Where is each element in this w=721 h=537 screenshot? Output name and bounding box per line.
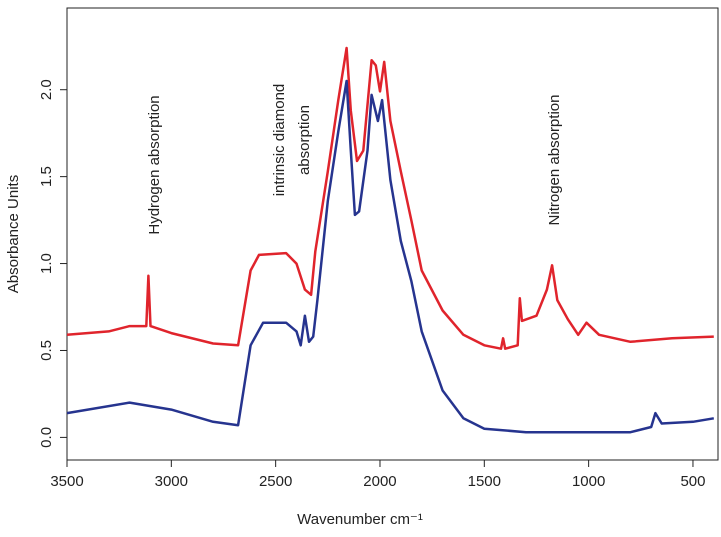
annotation: absorption bbox=[296, 105, 313, 175]
y-tick-label: 2.0 bbox=[38, 79, 55, 100]
y-axis-label: Absorbance Units bbox=[5, 175, 22, 293]
x-tick-label: 2500 bbox=[259, 473, 292, 490]
plot-frame bbox=[66, 7, 719, 461]
x-tick-label: 3000 bbox=[155, 473, 188, 490]
y-tick-label: 0.0 bbox=[38, 427, 55, 448]
x-tick-label: 1000 bbox=[572, 473, 605, 490]
x-tick-label: 2000 bbox=[363, 473, 396, 490]
spectrum-line bbox=[66, 46, 714, 350]
x-tick-label: 3500 bbox=[50, 473, 83, 490]
annotation: Nitrogen absorption bbox=[546, 95, 563, 226]
x-tick-label: 1500 bbox=[468, 473, 501, 490]
spectrum-line bbox=[66, 79, 715, 434]
annotation: intrinsic diamond bbox=[271, 84, 288, 197]
annotation: Hydrogen absorption bbox=[146, 95, 163, 234]
y-tick-label: 0.5 bbox=[38, 340, 55, 361]
x-axis-label: Wavenumber cm⁻¹ bbox=[297, 511, 423, 528]
x-tick-label: 500 bbox=[680, 473, 705, 490]
y-tick-label: 1.0 bbox=[38, 253, 55, 274]
y-tick-label: 1.5 bbox=[38, 166, 55, 187]
